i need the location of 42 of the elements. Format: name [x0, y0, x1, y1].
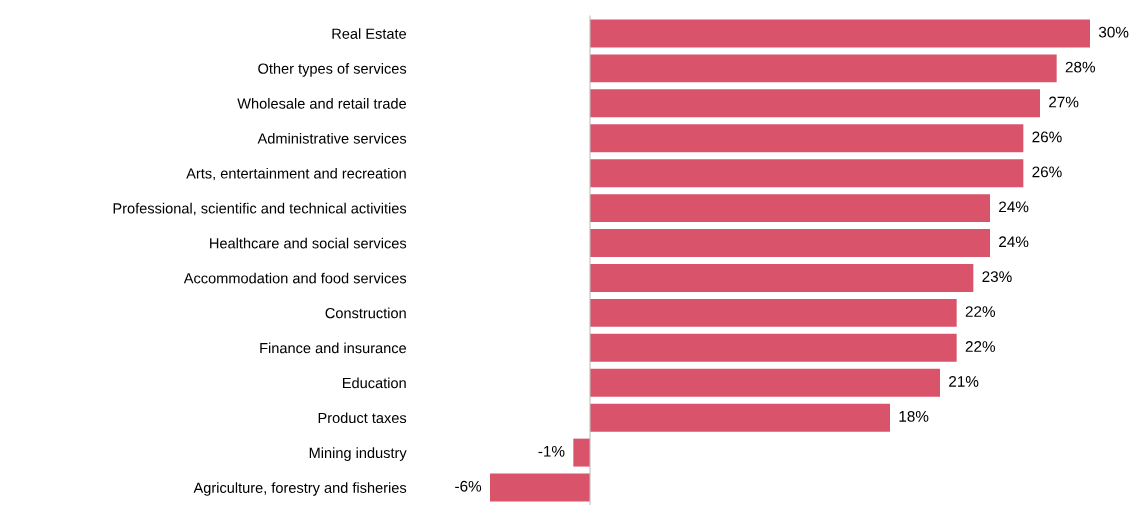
- bar: [590, 298, 957, 327]
- bar: [590, 194, 990, 223]
- bar: [590, 19, 1090, 48]
- y-tick-label: Education: [343, 377, 406, 389]
- data-label: 21%: [949, 376, 979, 387]
- y-tick-label: Finance and insurance: [260, 342, 407, 354]
- data-label: 24%: [999, 201, 1029, 213]
- y-tick-label: Construction: [325, 307, 406, 319]
- data-label: 22%: [965, 341, 996, 352]
- data-label: 23%: [982, 271, 1012, 283]
- bar: [590, 368, 940, 397]
- bar: [590, 159, 1024, 188]
- bar: [590, 229, 990, 258]
- data-label: 22%: [965, 306, 996, 317]
- y-tick-label: Accommodation and food services: [183, 272, 407, 284]
- y-tick-label: Arts, entertainment and recreation: [186, 167, 406, 181]
- y-tick-label: Agriculture, forestry and fisheries: [193, 482, 407, 496]
- y-tick-label: Administrative services: [257, 132, 407, 144]
- y-tick-label: Mining industry: [309, 447, 407, 461]
- data-label: 26%: [1032, 131, 1062, 143]
- data-label: -1%: [538, 445, 565, 457]
- y-tick-label: Professional, scientific and technical activities: [113, 202, 407, 216]
- bar: [590, 124, 1024, 153]
- y-tick-label: Healthcare and social services: [210, 237, 407, 249]
- bar: [573, 438, 590, 467]
- data-label: 24%: [999, 236, 1029, 248]
- data-label: 26%: [1032, 166, 1062, 178]
- data-label: -6%: [455, 480, 482, 492]
- bar: [590, 403, 890, 432]
- data-label: 28%: [1065, 61, 1096, 73]
- y-tick-label: Product taxes: [318, 412, 407, 424]
- bar: [490, 473, 590, 502]
- bar: [590, 263, 974, 292]
- bar: [590, 333, 957, 362]
- bar: [590, 89, 1040, 118]
- data-label: 18%: [899, 410, 929, 422]
- y-tick-label: Real Estate: [332, 28, 407, 39]
- y-tick-label: Other types of services: [258, 63, 407, 77]
- data-label: 27%: [1049, 96, 1079, 108]
- data-label: 30%: [1098, 26, 1129, 38]
- bar: [590, 54, 1057, 83]
- y-tick-label: Wholesale and retail trade: [237, 98, 407, 109]
